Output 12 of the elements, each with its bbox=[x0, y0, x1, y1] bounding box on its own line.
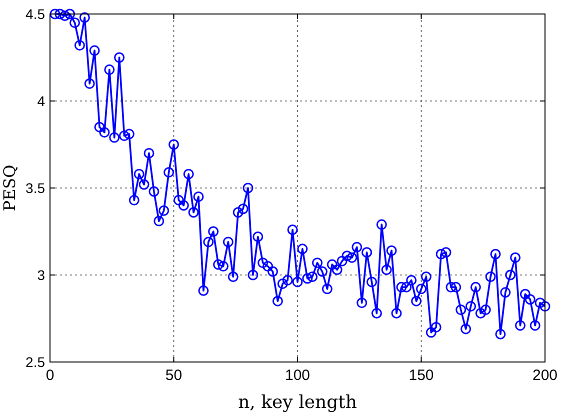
x-tick-label: 100 bbox=[284, 367, 310, 384]
y-tick-label: 2.5 bbox=[26, 354, 46, 370]
y-tick-label: 3.5 bbox=[26, 180, 46, 196]
y-tick-label: 4 bbox=[37, 92, 46, 109]
x-axis-title: n, key length bbox=[238, 392, 358, 413]
y-tick-label: 4.5 bbox=[26, 6, 46, 22]
y-tick-label: 3 bbox=[37, 266, 46, 283]
y-axis-title: PESQ bbox=[0, 164, 19, 212]
x-tick-label: 150 bbox=[408, 367, 434, 384]
x-tick-label: 50 bbox=[165, 367, 182, 384]
x-tick-label: 200 bbox=[532, 367, 558, 384]
x-tick-label: 0 bbox=[46, 367, 54, 384]
